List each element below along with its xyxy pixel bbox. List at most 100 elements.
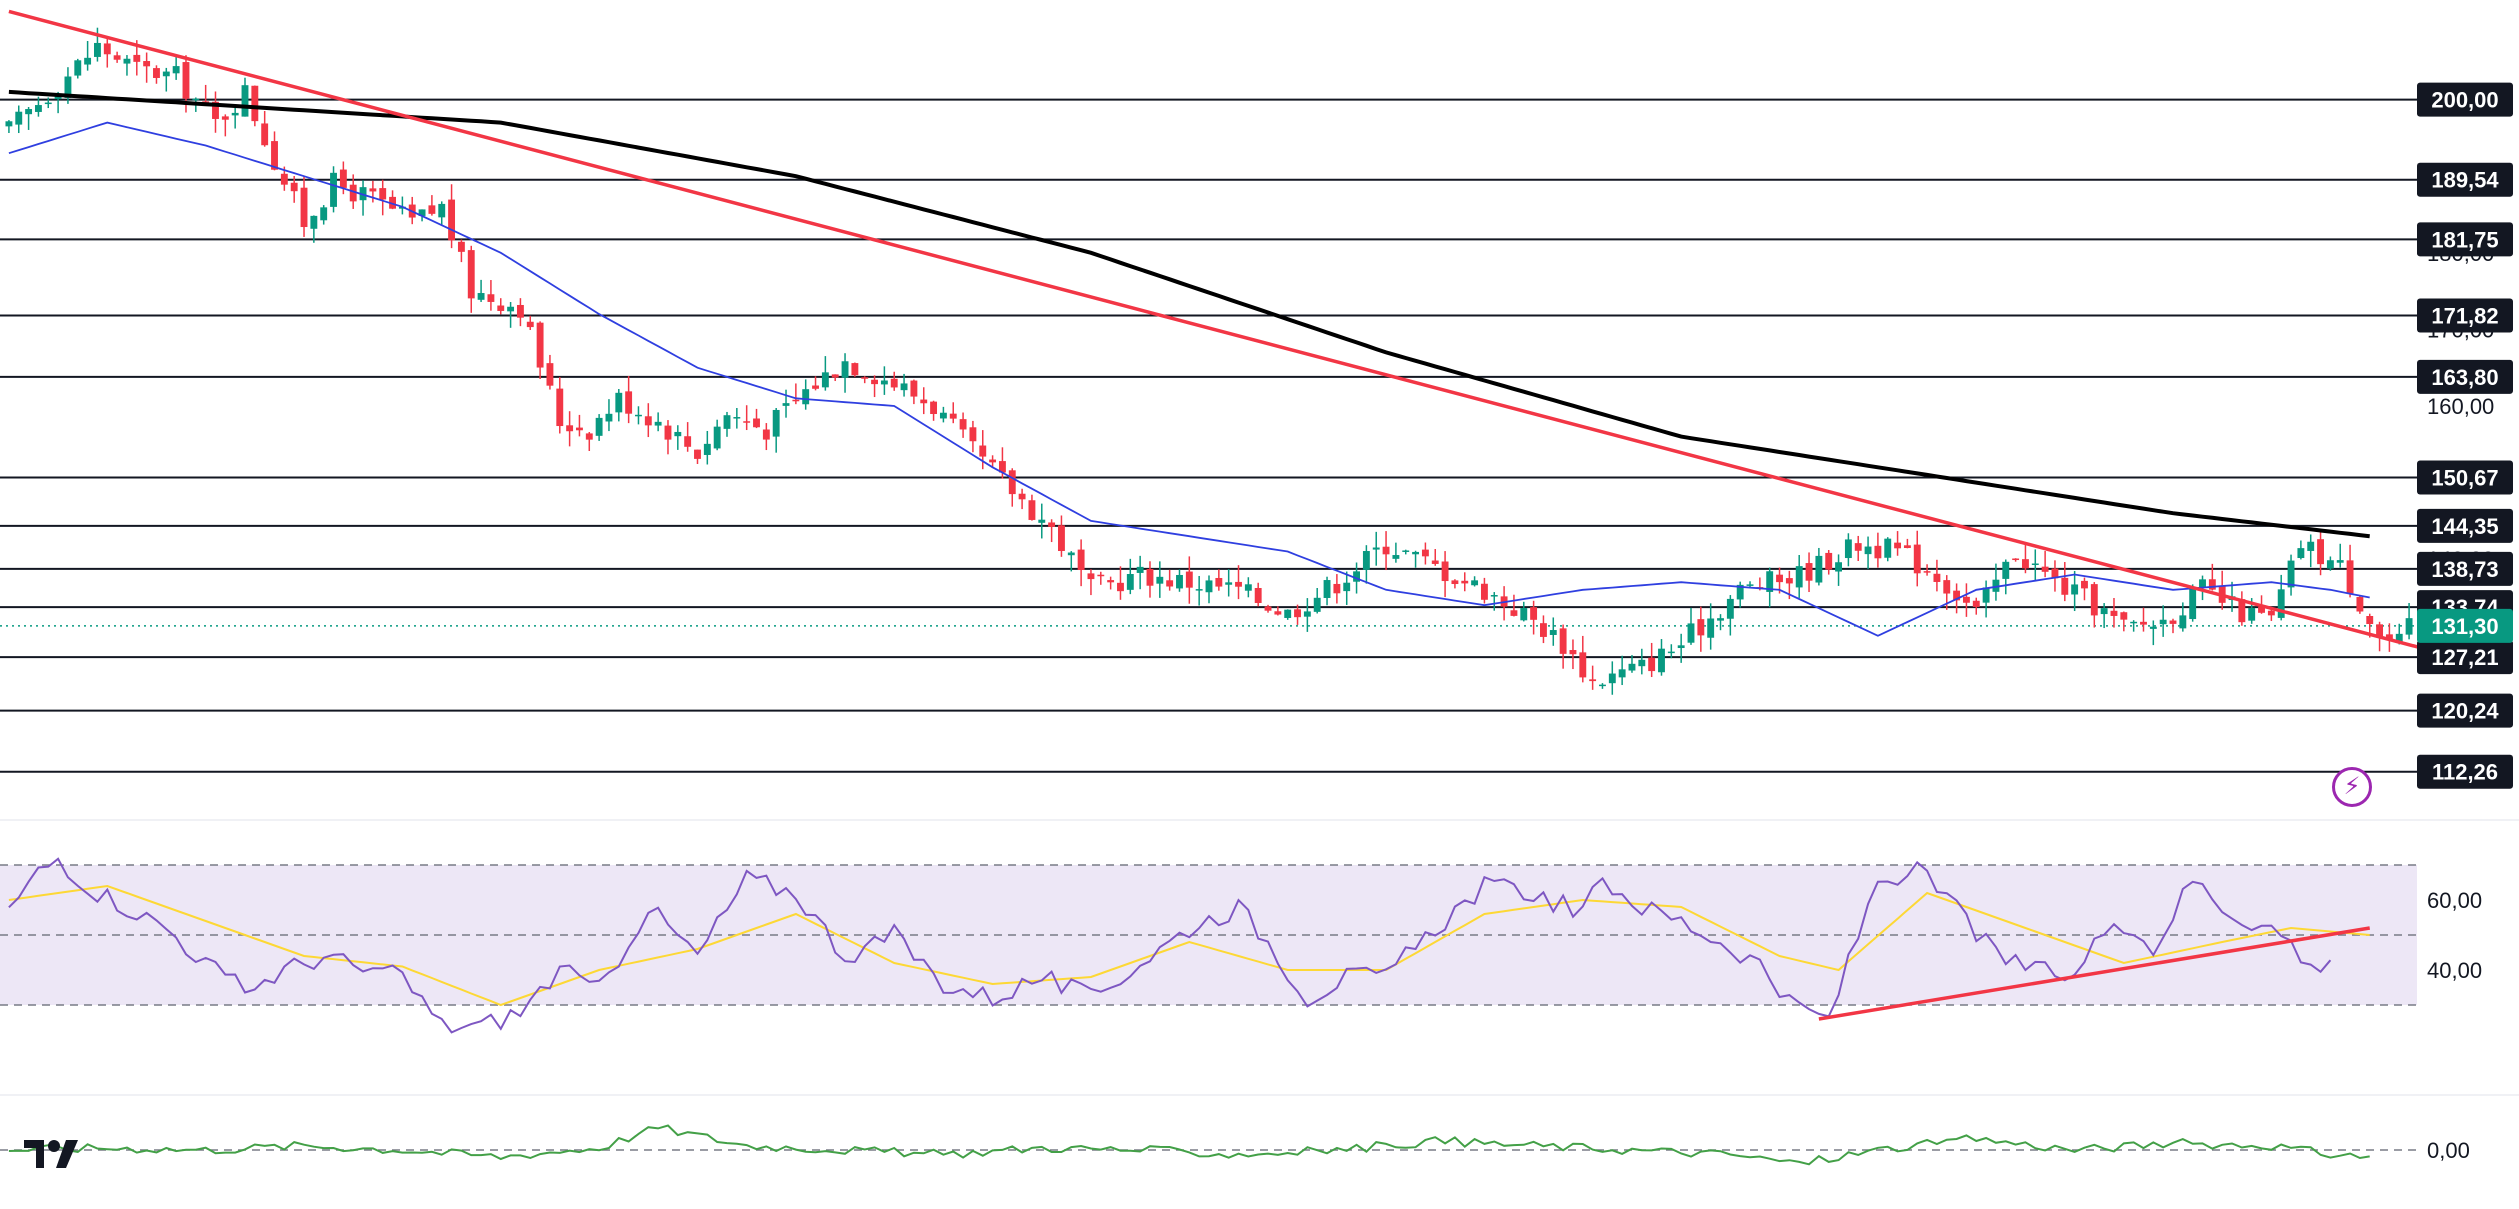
- candle-body[interactable]: [1117, 582, 1124, 592]
- tradingview-logo[interactable]: [22, 1136, 86, 1172]
- candle-body[interactable]: [310, 215, 318, 229]
- candle-body[interactable]: [1569, 650, 1577, 655]
- candle-body[interactable]: [1038, 519, 1046, 523]
- candle-body[interactable]: [457, 241, 465, 252]
- candle-body[interactable]: [1372, 547, 1380, 550]
- candle-body[interactable]: [2110, 610, 2118, 616]
- candle-body[interactable]: [989, 459, 997, 463]
- candle-body[interactable]: [1471, 580, 1479, 586]
- candle-body[interactable]: [2238, 599, 2246, 623]
- lightning-bolt-icon[interactable]: ⚡: [2332, 767, 2372, 807]
- candle-body[interactable]: [1067, 552, 1075, 556]
- candle-body[interactable]: [467, 250, 475, 299]
- candle-body[interactable]: [1008, 470, 1016, 495]
- candle-body[interactable]: [1972, 600, 1980, 607]
- candle-body[interactable]: [880, 380, 888, 385]
- candle-body[interactable]: [1953, 590, 1961, 601]
- candle-body[interactable]: [133, 54, 141, 62]
- candle-body[interactable]: [369, 188, 377, 192]
- candle-body[interactable]: [487, 294, 495, 302]
- candle-body[interactable]: [939, 412, 947, 419]
- candle-body[interactable]: [2169, 620, 2177, 624]
- candle-body[interactable]: [861, 377, 869, 379]
- candle-body[interactable]: [772, 409, 780, 437]
- candle-body[interactable]: [1962, 596, 1970, 603]
- candle-body[interactable]: [172, 66, 180, 74]
- candle-body[interactable]: [1766, 571, 1774, 592]
- candle-body[interactable]: [1225, 582, 1233, 585]
- candle-body[interactable]: [1294, 609, 1301, 618]
- candle-body[interactable]: [979, 445, 987, 457]
- candle-body[interactable]: [703, 443, 711, 455]
- candle-body[interactable]: [1815, 555, 1823, 583]
- candle-body[interactable]: [339, 169, 347, 188]
- candle-body[interactable]: [2307, 541, 2315, 551]
- candle-body[interactable]: [1461, 580, 1469, 584]
- candle-body[interactable]: [428, 205, 436, 214]
- candle-body[interactable]: [1362, 551, 1370, 570]
- candle-body[interactable]: [2051, 568, 2059, 579]
- candle-body[interactable]: [576, 427, 583, 431]
- candle-body[interactable]: [1451, 580, 1459, 585]
- candle-body[interactable]: [812, 385, 819, 389]
- candle-body[interactable]: [15, 111, 23, 125]
- candle-body[interactable]: [1215, 577, 1223, 587]
- candle-body[interactable]: [1687, 623, 1695, 643]
- candle-body[interactable]: [1933, 573, 1941, 582]
- candle-body[interactable]: [2090, 584, 2098, 616]
- candle-body[interactable]: [1264, 606, 1272, 611]
- candle-body[interactable]: [2277, 589, 2285, 618]
- candle-body[interactable]: [1707, 618, 1715, 638]
- candle-body[interactable]: [1726, 598, 1734, 619]
- candle-body[interactable]: [1274, 611, 1282, 615]
- candle-body[interactable]: [1087, 573, 1095, 580]
- candle-body[interactable]: [910, 380, 918, 397]
- candle-body[interactable]: [2179, 615, 2187, 629]
- candle-body[interactable]: [44, 102, 52, 105]
- candle-body[interactable]: [1894, 542, 1902, 549]
- candle-body[interactable]: [1333, 583, 1341, 594]
- candle-body[interactable]: [2356, 597, 2364, 612]
- candle-body[interactable]: [595, 417, 603, 436]
- candle-body[interactable]: [890, 378, 898, 388]
- candle-body[interactable]: [1156, 576, 1164, 584]
- candle-body[interactable]: [5, 121, 13, 127]
- candle-body[interactable]: [713, 426, 721, 449]
- candle-body[interactable]: [605, 413, 613, 422]
- candle-body[interactable]: [2012, 558, 2020, 561]
- candle-body[interactable]: [1913, 544, 1921, 574]
- candle-body[interactable]: [1176, 574, 1183, 589]
- candle-body[interactable]: [1982, 587, 1990, 603]
- candle-body[interactable]: [1382, 546, 1390, 555]
- candle-body[interactable]: [2061, 577, 2069, 595]
- candle-body[interactable]: [1589, 679, 1597, 682]
- candle-body[interactable]: [792, 399, 800, 402]
- candle-body[interactable]: [2159, 619, 2167, 625]
- candle-body[interactable]: [2405, 618, 2413, 635]
- candle-body[interactable]: [113, 55, 121, 60]
- candle-body[interactable]: [1028, 500, 1036, 520]
- candle-body[interactable]: [1097, 574, 1105, 577]
- candle-body[interactable]: [64, 76, 72, 98]
- candle-body[interactable]: [635, 414, 642, 417]
- candle-body[interactable]: [1677, 645, 1685, 649]
- candle-body[interactable]: [1520, 608, 1528, 621]
- candle-body[interactable]: [733, 417, 741, 419]
- candle-body[interactable]: [477, 293, 485, 300]
- candle-body[interactable]: [1185, 571, 1193, 588]
- rsi-panel[interactable]: 60,00 40,00: [0, 819, 2519, 1034]
- candle-body[interactable]: [1205, 580, 1213, 593]
- candle-body[interactable]: [1392, 555, 1400, 559]
- candle-body[interactable]: [674, 431, 682, 437]
- candle-body[interactable]: [1608, 673, 1616, 684]
- candle-body[interactable]: [1618, 669, 1626, 678]
- candle-body[interactable]: [2346, 560, 2354, 594]
- candle-body[interactable]: [998, 461, 1006, 473]
- candle-body[interactable]: [2189, 588, 2197, 620]
- candle-body[interactable]: [2336, 560, 2344, 563]
- candle-body[interactable]: [900, 383, 908, 391]
- candle-body[interactable]: [123, 58, 131, 64]
- candle-body[interactable]: [959, 419, 967, 430]
- candle-body[interactable]: [84, 57, 92, 65]
